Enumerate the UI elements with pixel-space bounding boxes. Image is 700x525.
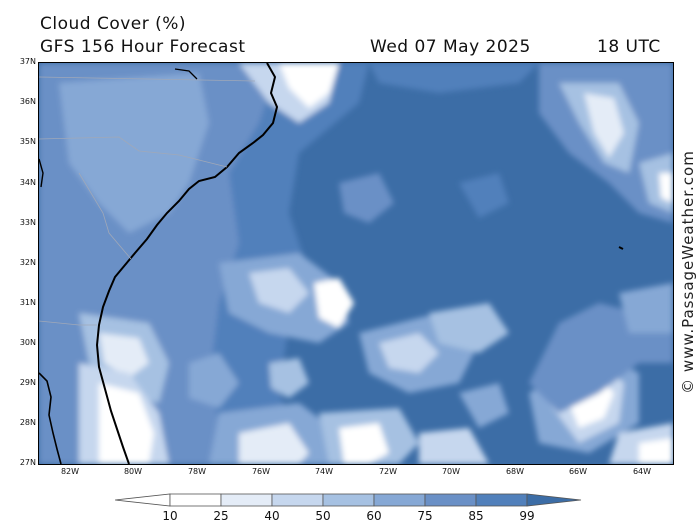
map-canvas	[39, 63, 673, 464]
colorbar-segment	[322, 493, 375, 507]
colorbar-tick: 75	[417, 509, 433, 523]
lon-label: 82W	[60, 467, 80, 476]
colorbar-low-arrow	[115, 493, 171, 507]
colorbar-segment	[475, 493, 528, 507]
sound-outline	[174, 68, 198, 80]
lat-label: 33N	[19, 218, 36, 227]
lat-label: 28N	[19, 418, 36, 427]
colorbar-segment	[373, 493, 426, 507]
forecast-label: GFS 156 Hour Forecast	[40, 37, 246, 57]
colorbar-tick: 25	[213, 509, 229, 523]
map-title: Cloud Cover (%)	[40, 14, 187, 34]
lat-label: 31N	[19, 298, 36, 307]
forecast-time: 18 UTC	[597, 37, 661, 57]
cloud-cover-map	[38, 62, 674, 465]
lat-label: 27N	[19, 458, 36, 467]
lon-label: 72W	[378, 467, 398, 476]
colorbar-segment	[169, 493, 222, 507]
colorbar-tick: 40	[264, 509, 280, 523]
lon-label: 66W	[568, 467, 588, 476]
lon-label: 80W	[123, 467, 143, 476]
west-coast-fragment	[39, 158, 44, 188]
colorbar-tick: 10	[162, 509, 178, 523]
lon-label: 74W	[314, 467, 334, 476]
colorbar-tick: 60	[366, 509, 382, 523]
forecast-date: Wed 07 May 2025	[370, 37, 531, 57]
colorbar-segment	[271, 493, 324, 507]
colorbar-segment	[220, 493, 273, 507]
lat-label: 30N	[19, 338, 36, 347]
lat-label: 36N	[19, 97, 36, 106]
lat-label: 37N	[19, 57, 36, 66]
colorbar	[115, 493, 582, 507]
colorbar-tick: 50	[315, 509, 331, 523]
lon-label: 64W	[632, 467, 652, 476]
colorbar-segment	[424, 493, 477, 507]
lon-label: 70W	[441, 467, 461, 476]
lat-label: 35N	[19, 137, 36, 146]
gulf-coastline	[39, 372, 62, 464]
state-borders	[39, 76, 256, 326]
lon-label: 68W	[505, 467, 525, 476]
colorbar-tick: 85	[468, 509, 484, 523]
lat-label: 34N	[19, 178, 36, 187]
lat-label: 32N	[19, 258, 36, 267]
credit-text: © www.PassageWeather.com	[679, 150, 697, 394]
lon-label: 78W	[187, 467, 207, 476]
colorbar-tick: 99	[519, 509, 535, 523]
coastline	[95, 63, 279, 464]
bermuda	[618, 246, 624, 250]
lat-label: 29N	[19, 378, 36, 387]
colorbar-high-arrow	[526, 493, 582, 507]
lon-label: 76W	[251, 467, 271, 476]
